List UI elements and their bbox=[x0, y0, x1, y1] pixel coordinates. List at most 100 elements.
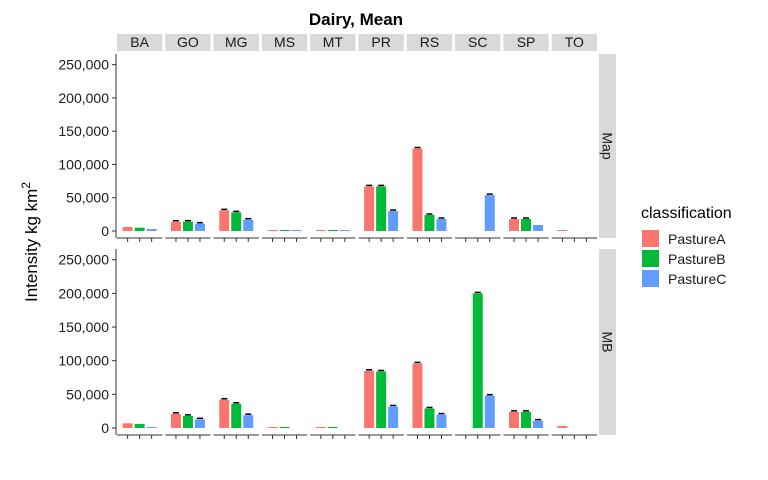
facet-strip-to bbox=[551, 34, 597, 51]
legend-swatch-pasturea bbox=[642, 230, 659, 247]
bar-mb-go-pasturea bbox=[170, 413, 181, 428]
bar-map-mg-pastureb bbox=[231, 212, 242, 231]
facet-strip-label-mg: MG bbox=[225, 34, 248, 50]
facet-strip-pr bbox=[358, 34, 404, 51]
bar-map-mt-pasturea bbox=[315, 230, 326, 231]
bar-mb-ms-pasturea bbox=[267, 427, 278, 428]
bar-mb-sc-pastureb bbox=[472, 293, 483, 428]
y-tick-label-mb: 0 bbox=[101, 420, 109, 436]
bar-mb-ba-pastureb bbox=[134, 423, 145, 428]
bar-mb-mg-pasturea bbox=[219, 399, 230, 428]
bar-map-go-pasturec bbox=[194, 223, 205, 231]
facet-strip-label-mt: MT bbox=[323, 34, 344, 50]
bar-map-pr-pasturea bbox=[364, 186, 375, 231]
bar-map-sp-pastureb bbox=[521, 219, 532, 231]
legend-title: classification bbox=[641, 205, 732, 222]
facet-strip-label-pr: PR bbox=[371, 34, 390, 50]
facet-strip-mg bbox=[213, 34, 259, 51]
y-tick-label-mb: 200,000 bbox=[58, 285, 109, 301]
bar-map-go-pastureb bbox=[182, 221, 193, 231]
bar-mb-ba-pasturec bbox=[146, 427, 157, 428]
legend-label-pastureb: PastureB bbox=[668, 251, 726, 267]
bar-mb-rs-pastureb bbox=[424, 408, 435, 428]
y-tick-label-mb: 50,000 bbox=[66, 386, 109, 402]
y-axis-title-text: Intensity kg km bbox=[22, 189, 41, 302]
facet-strip-label-rs: RS bbox=[420, 34, 439, 50]
facet-strip-label-sc: SC bbox=[468, 34, 487, 50]
legend-label-pasturea: PastureA bbox=[668, 231, 726, 247]
bar-map-mt-pastureb bbox=[327, 230, 338, 231]
facet-strip-rs bbox=[406, 34, 453, 51]
y-tick-label-mb: 250,000 bbox=[58, 252, 109, 268]
bar-mb-pr-pastureb bbox=[376, 371, 387, 428]
facet-strip-label-ba: BA bbox=[130, 34, 149, 50]
facet-strip-ba bbox=[117, 34, 163, 51]
y-tick-label-map: 100,000 bbox=[58, 156, 109, 172]
facet-strip-go bbox=[165, 34, 211, 51]
panel-strip-label-mb: MB bbox=[600, 332, 616, 353]
bar-map-rs-pasturec bbox=[436, 219, 447, 231]
panel-strip-mb bbox=[599, 249, 616, 435]
legend-swatch-pastureb bbox=[642, 250, 659, 267]
bar-map-ms-pasturec bbox=[291, 230, 302, 231]
facet-strip-mt bbox=[310, 34, 356, 51]
bar-mb-rs-pasturea bbox=[412, 363, 423, 428]
bar-mb-ba-pasturea bbox=[122, 423, 133, 428]
legend-label-pasturec: PastureC bbox=[668, 271, 726, 287]
bar-mb-sp-pastureb bbox=[521, 411, 532, 428]
bar-map-ms-pastureb bbox=[279, 230, 290, 231]
y-tick-label-map: 50,000 bbox=[66, 190, 109, 206]
y-axis-title: Intensity kg km2 bbox=[19, 182, 41, 302]
bar-mb-mt-pastureb bbox=[327, 427, 338, 428]
bar-map-to-pasturea bbox=[557, 230, 568, 231]
bar-mb-to-pasturea bbox=[557, 425, 568, 428]
bar-map-ba-pasturea bbox=[122, 227, 133, 231]
bar-mb-sc-pasturec bbox=[484, 395, 495, 428]
y-tick-label-mb: 100,000 bbox=[58, 353, 109, 369]
bar-map-ms-pasturea bbox=[267, 230, 278, 231]
bar-map-mg-pasturea bbox=[219, 210, 230, 231]
bar-mb-mg-pastureb bbox=[231, 403, 242, 428]
y-tick-label-mb: 150,000 bbox=[58, 319, 109, 335]
bar-map-mg-pasturec bbox=[243, 219, 254, 231]
facet-strip-label-sp: SP bbox=[517, 34, 536, 50]
y-tick-label-map: 200,000 bbox=[58, 90, 109, 106]
legend-swatch-pasturec bbox=[642, 270, 659, 287]
bar-map-sp-pasturec bbox=[533, 225, 544, 231]
bar-mb-ms-pastureb bbox=[279, 427, 290, 428]
bar-mb-rs-pasturec bbox=[436, 414, 447, 428]
panel-strip-map bbox=[599, 54, 616, 238]
bar-mb-go-pastureb bbox=[182, 415, 193, 428]
bar-map-sp-pasturea bbox=[509, 219, 520, 231]
bar-map-ba-pasturec bbox=[146, 229, 157, 231]
bar-map-ba-pastureb bbox=[134, 227, 145, 231]
bar-mb-pr-pasturea bbox=[364, 370, 375, 428]
y-tick-label-map: 0 bbox=[101, 223, 109, 239]
bar-mb-sp-pasturea bbox=[509, 411, 520, 428]
bar-map-sc-pasturec bbox=[484, 195, 495, 231]
y-tick-label-map: 150,000 bbox=[58, 123, 109, 139]
facet-strip-ms bbox=[261, 34, 308, 51]
bar-map-mt-pasturec bbox=[339, 230, 350, 231]
bar-mb-mt-pasturea bbox=[315, 427, 326, 428]
panel-strip-label-map: Map bbox=[600, 132, 616, 159]
bar-map-rs-pastureb bbox=[424, 215, 435, 231]
bar-map-rs-pasturea bbox=[412, 148, 423, 231]
facet-strip-sc bbox=[455, 34, 501, 51]
legend: classification PastureA PastureB PastureC bbox=[641, 205, 732, 287]
y-axis-title-superscript: 2 bbox=[19, 182, 33, 189]
facet-strip-sp bbox=[503, 34, 549, 51]
bar-map-pr-pastureb bbox=[376, 186, 387, 231]
bar-map-pr-pasturec bbox=[388, 211, 399, 231]
bar-map-go-pasturea bbox=[170, 221, 181, 231]
y-tick-label-map: 250,000 bbox=[58, 57, 109, 73]
facet-strip-label-ms: MS bbox=[274, 34, 295, 50]
facet-strip-label-go: GO bbox=[177, 34, 199, 50]
bar-mb-pr-pasturec bbox=[388, 406, 399, 428]
bar-mb-sp-pasturec bbox=[533, 420, 544, 428]
chart-title: Dairy, Mean bbox=[309, 10, 403, 29]
bar-mb-mg-pasturec bbox=[243, 415, 254, 428]
bar-mb-go-pasturec bbox=[194, 419, 205, 428]
facet-strip-label-to: TO bbox=[565, 34, 584, 50]
